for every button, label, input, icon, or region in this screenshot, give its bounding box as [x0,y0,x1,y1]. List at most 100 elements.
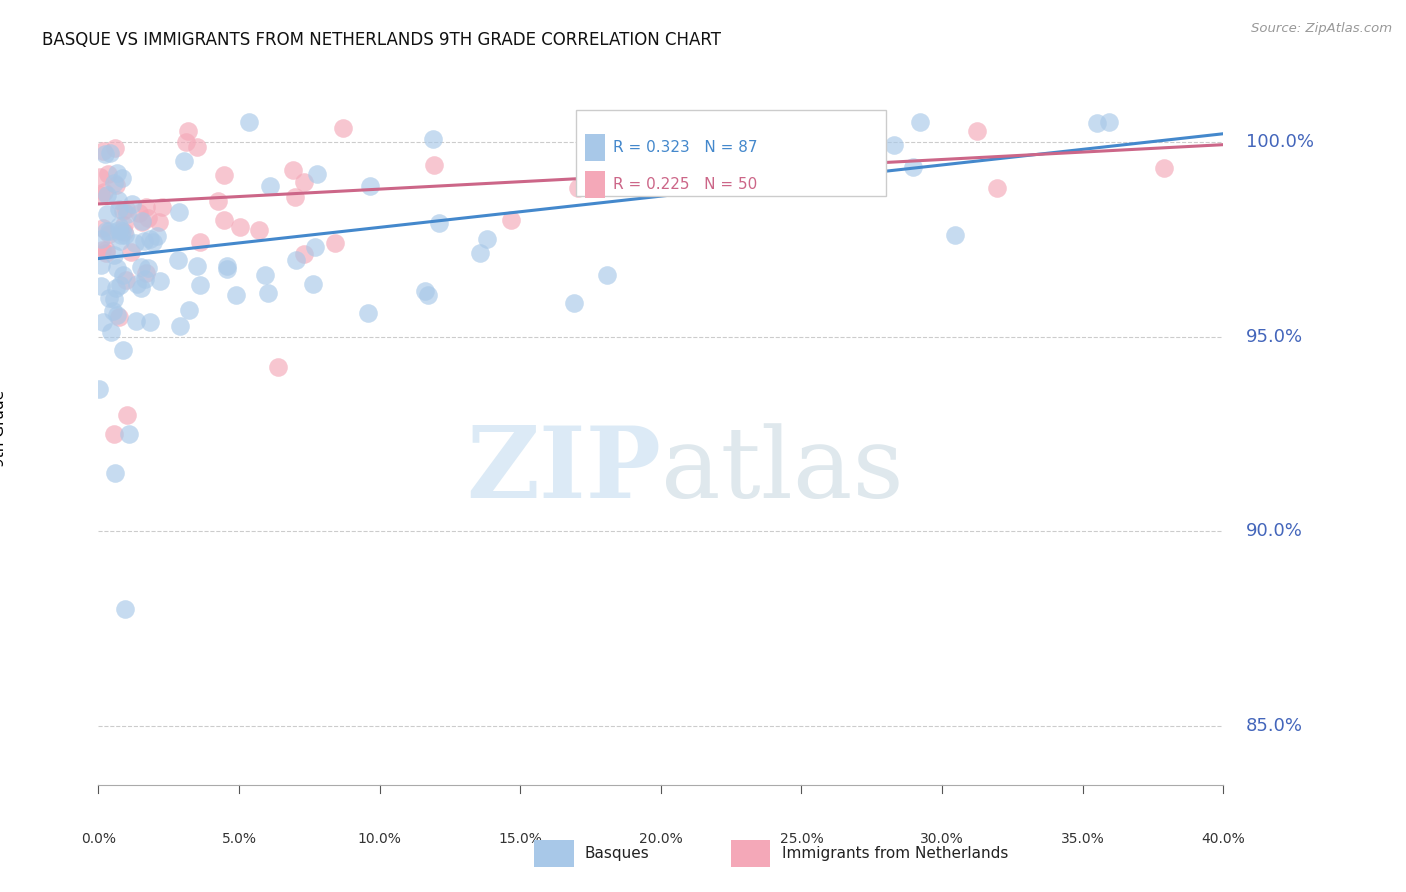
Point [422,132,444,146]
Point [943,228,966,243]
Point [332,121,354,136]
Text: 20.0%: 20.0% [638,831,683,846]
Text: BASQUE VS IMMIGRANTS FROM NETHERLANDS 9TH GRADE CORRELATION CHART: BASQUE VS IMMIGRANTS FROM NETHERLANDS 9T… [42,31,721,49]
Point [89,382,111,396]
Point [254,268,277,282]
Point [98,291,121,305]
Text: 5.0%: 5.0% [222,831,256,846]
Point [94,146,117,161]
Point [302,277,325,291]
Text: 90.0%: 90.0% [1246,523,1302,541]
Point [131,215,153,229]
Point [111,224,134,238]
Point [267,359,290,374]
Point [111,170,134,185]
Point [247,223,270,237]
Point [427,216,450,230]
Point [105,280,128,294]
Point [98,145,121,160]
Text: atlas: atlas [661,423,904,519]
Point [359,178,381,193]
Point [90,188,112,202]
Point [292,175,315,189]
Point [207,194,229,209]
Point [173,153,195,168]
Point [142,235,165,249]
Text: ZIP: ZIP [465,423,661,519]
Text: Basques: Basques [585,847,650,861]
Point [416,288,439,302]
Point [93,185,115,199]
Text: R = 0.225   N = 50: R = 0.225 N = 50 [613,177,758,192]
Point [90,279,112,293]
Point [215,262,238,277]
Point [110,277,132,292]
Point [96,207,118,221]
Point [134,272,156,286]
Point [501,212,523,227]
Point [986,181,1008,195]
Point [356,306,378,320]
Point [136,260,159,275]
Point [107,310,129,324]
Point [148,215,170,229]
Point [91,315,114,329]
Point [169,318,191,333]
Point [96,224,118,238]
Point [212,168,235,182]
Text: 35.0%: 35.0% [1060,831,1105,846]
Point [110,228,132,243]
Text: 0.0%: 0.0% [82,831,115,846]
Point [90,232,112,246]
Point [908,115,931,129]
Point [103,293,125,307]
Point [567,181,589,195]
Point [177,124,200,138]
Point [107,223,129,237]
Point [135,200,157,214]
Point [238,115,260,129]
Point [131,214,153,228]
Point [229,220,252,235]
Point [1153,161,1175,175]
Point [112,268,135,282]
Point [129,260,152,274]
Point [125,314,148,328]
Text: 30.0%: 30.0% [920,831,965,846]
Point [284,189,307,203]
Point [284,252,307,267]
Point [150,200,173,214]
Text: 15.0%: 15.0% [498,831,543,846]
Point [323,236,346,251]
Point [1085,116,1108,130]
Point [100,325,122,339]
Point [103,176,125,190]
Point [305,167,328,181]
Text: 9th Grade: 9th Grade [0,390,7,467]
Point [111,203,134,218]
Point [149,274,172,288]
Point [186,140,208,154]
Point [97,167,120,181]
Text: 10.0%: 10.0% [357,831,402,846]
Point [91,145,114,159]
Point [135,266,157,280]
Point [103,427,125,442]
Point [259,179,281,194]
Point [283,162,305,177]
Point [136,211,159,225]
Text: 85.0%: 85.0% [1246,717,1303,736]
Point [104,178,127,192]
Point [105,308,128,322]
Point [112,343,135,358]
Point [114,602,136,616]
Point [129,280,152,294]
Point [115,202,138,217]
Point [596,268,619,282]
Point [107,219,129,233]
Point [128,206,150,220]
Text: Source: ZipAtlas.com: Source: ZipAtlas.com [1251,22,1392,36]
Text: R = 0.323   N = 87: R = 0.323 N = 87 [613,140,758,155]
Point [146,229,169,244]
Point [257,286,280,301]
